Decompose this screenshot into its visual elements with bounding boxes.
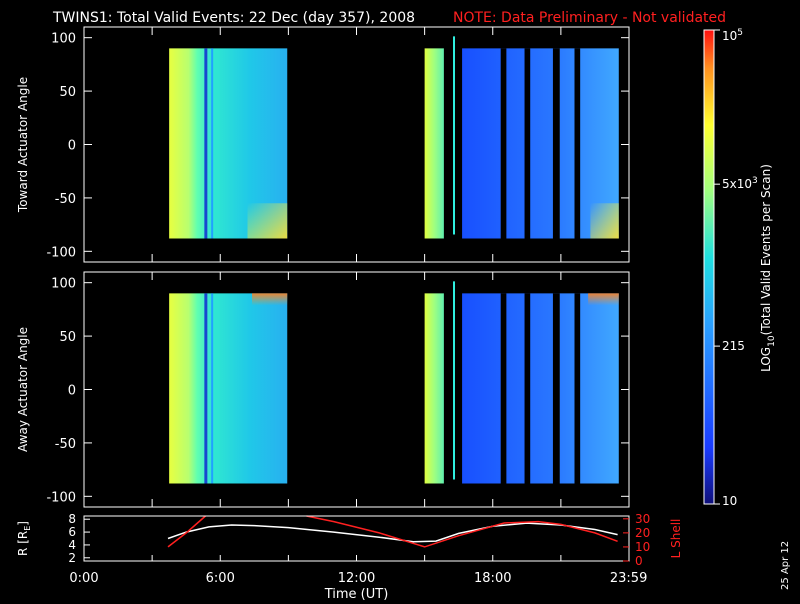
x-tick-label: 18:00	[474, 571, 511, 586]
chart-title: TWINS1: Total Valid Events: 22 Dec (day …	[52, 10, 415, 26]
radius-axis-label: R [RE]	[16, 521, 32, 556]
l-shell-axis-label: L Shell	[669, 519, 683, 559]
colorbar-gradient	[703, 29, 715, 505]
heatmap-panel-bottom: 100 50 0 -50 -100 Away Actuator Angle	[16, 271, 630, 508]
colorbar-tick-label: 105	[722, 28, 743, 43]
y-tick-label: 50	[59, 85, 76, 100]
y-tick-label: 100	[51, 32, 76, 47]
x-tick-label: 0:00	[69, 571, 98, 586]
radius-tick-label: 2	[68, 551, 76, 565]
heatmap-block	[169, 293, 288, 484]
radius-tick-label: 8	[68, 512, 76, 526]
colorbar-tick-label: 10	[722, 494, 737, 508]
y-tick-label: 0	[68, 384, 76, 399]
heatmap-panel-top: 100 50 0 -50 -100 Toward Actuator Angle	[16, 26, 630, 263]
x-tick-label: 6:00	[206, 571, 235, 586]
y-axis-label: Toward Actuator Angle	[16, 77, 30, 213]
l-shell-tick-label: 30	[635, 512, 650, 526]
x-axis-label: Time (UT)	[324, 587, 389, 600]
x-tick-label: 12:00	[338, 571, 375, 586]
l-shell-tick-label: 20	[635, 526, 650, 540]
heatmap-block	[424, 36, 619, 239]
l-shell-line	[167, 515, 618, 548]
heatmap-block	[424, 281, 619, 484]
date-stamp: 25 Apr 12	[780, 541, 791, 590]
colorbar-label: LOG10(Total Valid Events per Scan)	[759, 164, 777, 372]
y-tick-label: 0	[68, 139, 76, 154]
radius-tick-label: 4	[68, 538, 76, 552]
y-tick-label: -100	[46, 490, 76, 505]
colorbar: 105 5x103 215 10 LOG10(Total Valid Events p…	[703, 28, 777, 508]
x-tick-label: 23:59	[610, 571, 647, 586]
y-tick-label: -50	[55, 192, 76, 207]
colorbar-tick-label: 215	[722, 339, 745, 353]
colorbar-tick-label: 5x103	[722, 176, 758, 191]
chart-note: NOTE: Data Preliminary - Not validated	[453, 10, 726, 26]
y-axis-label: Away Actuator Angle	[16, 327, 30, 452]
y-tick-label: 50	[59, 330, 76, 345]
y-tick-label: -100	[46, 245, 76, 260]
l-shell-tick-label: 0	[635, 554, 643, 568]
y-tick-label: -50	[55, 437, 76, 452]
l-shell-tick-label: 10	[635, 540, 650, 554]
heatmap-block	[169, 48, 288, 239]
y-tick-label: 100	[51, 277, 76, 292]
radius-tick-label: 6	[68, 525, 76, 539]
radius-line	[167, 522, 618, 543]
